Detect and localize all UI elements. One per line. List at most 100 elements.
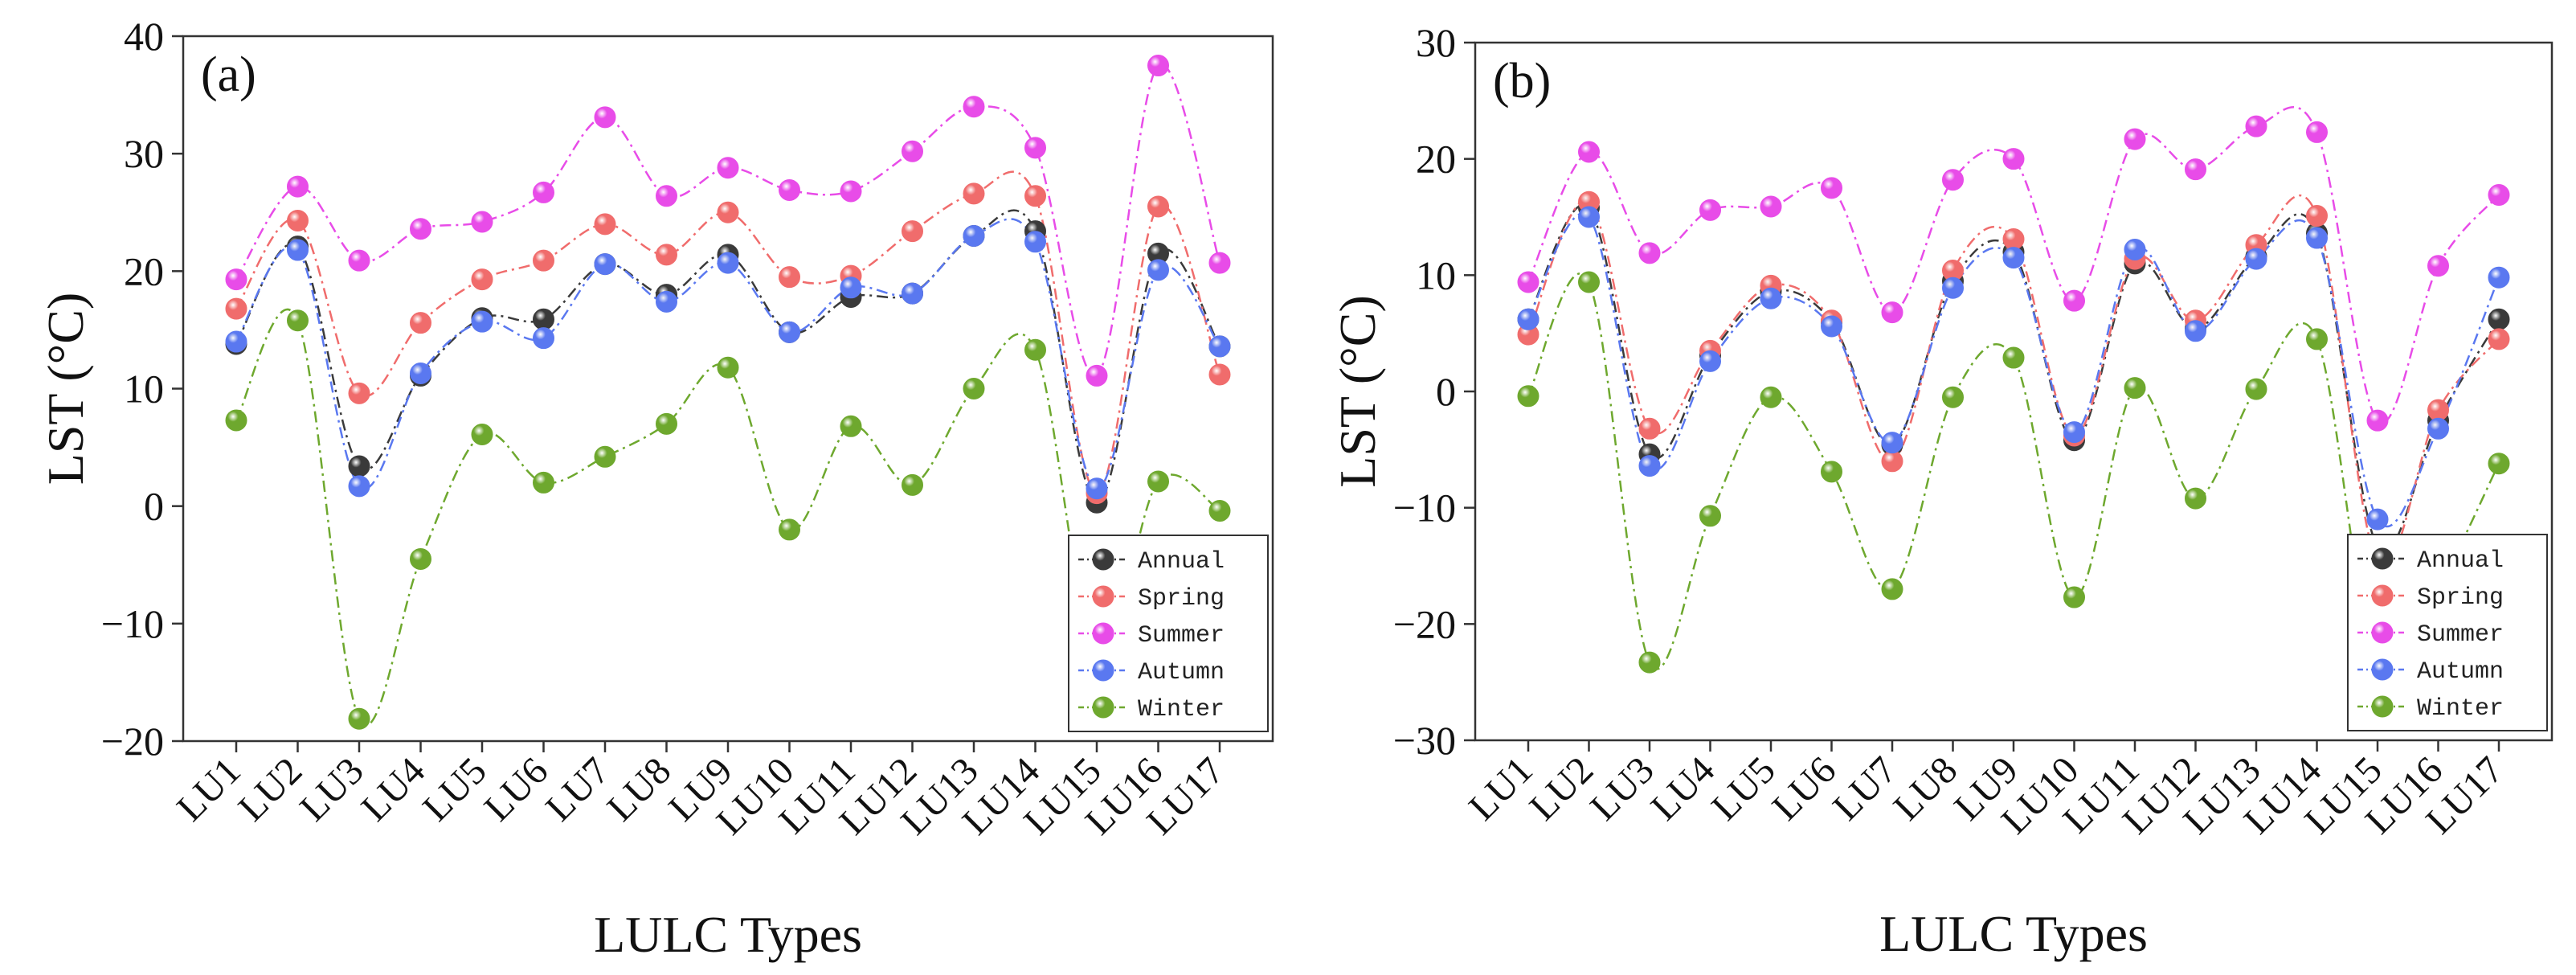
panel-label: (a) — [201, 47, 256, 102]
data-point-winter — [2488, 453, 2510, 475]
data-point-spring — [1024, 185, 1046, 207]
data-point-winter — [1760, 386, 1782, 408]
data-point-winter — [2306, 328, 2328, 350]
data-point-spring — [717, 201, 739, 223]
data-point-summer — [348, 249, 370, 272]
data-point-winter — [902, 473, 923, 496]
data-point-autumn — [656, 290, 677, 313]
data-point-summer — [1517, 271, 1539, 293]
legend-label-annual: Annual — [2417, 547, 2504, 575]
data-point-spring — [471, 268, 493, 291]
data-point-winter — [1821, 461, 1842, 483]
data-point-winter — [840, 415, 862, 437]
data-point-autumn — [287, 239, 309, 261]
legend-label-spring: Spring — [1138, 585, 1225, 612]
data-point-autumn — [2245, 248, 2267, 270]
data-point-autumn — [410, 362, 431, 384]
data-point-autumn — [840, 277, 862, 299]
data-point-summer — [2427, 255, 2449, 277]
data-point-spring — [533, 249, 554, 272]
data-point-autumn — [1147, 259, 1169, 281]
legend-label-autumn: Autumn — [2417, 658, 2504, 686]
data-point-summer — [1578, 141, 1600, 163]
data-point-winter — [717, 356, 739, 379]
data-point-spring — [902, 220, 923, 243]
data-point-winter — [1208, 500, 1231, 522]
legend: Annual Spring Summer Autumn Winter — [2347, 534, 2548, 731]
legend-marker-spring — [2371, 584, 2394, 607]
data-point-summer — [2185, 158, 2206, 181]
data-point-spring — [2427, 399, 2449, 421]
legend-label-autumn: Autumn — [1138, 659, 1225, 686]
data-point-winter — [225, 409, 247, 432]
data-point-summer — [779, 178, 800, 201]
data-point-autumn — [2124, 239, 2146, 261]
data-point-summer — [2488, 184, 2510, 207]
data-point-summer — [287, 175, 309, 198]
data-point-autumn — [2366, 508, 2389, 531]
y-tick-label: 20 — [124, 248, 164, 293]
data-point-winter — [1699, 505, 1721, 527]
series-line-summer — [235, 63, 1221, 378]
data-point-summer — [1942, 169, 1964, 191]
legend-label-summer: Summer — [1138, 622, 1225, 649]
data-point-spring — [2002, 227, 2025, 250]
data-point-winter — [779, 518, 800, 541]
data-point-spring — [656, 244, 677, 266]
data-point-winter — [2002, 346, 2025, 369]
series-line-annual — [1527, 203, 2500, 553]
data-point-spring — [1208, 363, 1231, 386]
data-point-autumn — [594, 253, 616, 276]
data-point-spring — [348, 382, 370, 404]
panel-label: (b) — [1493, 54, 1551, 109]
data-point-summer — [2002, 148, 2025, 170]
data-point-winter — [594, 445, 616, 468]
data-point-winter — [1578, 271, 1600, 293]
data-point-winter — [1638, 651, 1661, 674]
data-point-annual — [533, 308, 554, 330]
y-tick-label: −20 — [101, 719, 164, 764]
data-point-winter — [348, 707, 370, 730]
data-point-autumn — [2427, 417, 2449, 440]
data-point-spring — [1638, 417, 1661, 440]
data-point-autumn — [2306, 227, 2328, 249]
data-point-winter — [2245, 378, 2267, 400]
data-point-autumn — [471, 310, 493, 333]
y-tick-label: 10 — [1416, 252, 1456, 297]
data-point-winter — [1881, 578, 1903, 600]
series-line-autumn — [1527, 212, 2500, 528]
data-point-winter — [1942, 386, 1964, 408]
data-point-summer — [225, 268, 247, 291]
data-point-autumn — [2488, 266, 2510, 289]
data-point-summer — [902, 140, 923, 162]
data-point-summer — [2063, 289, 2085, 312]
data-point-summer — [2124, 128, 2146, 150]
y-tick-label: 30 — [124, 131, 164, 176]
data-point-summer — [1821, 177, 1842, 199]
data-point-winter — [963, 378, 985, 399]
legend-marker-autumn — [1092, 659, 1114, 682]
data-point-summer — [2245, 115, 2267, 137]
data-point-summer — [533, 181, 554, 203]
data-point-autumn — [963, 224, 985, 247]
y-tick-label: −10 — [101, 601, 164, 646]
legend-marker-annual — [1092, 548, 1114, 571]
data-point-autumn — [533, 327, 554, 350]
data-point-autumn — [1208, 335, 1231, 358]
y-tick-label: −10 — [1393, 485, 1456, 531]
data-point-autumn — [779, 321, 800, 343]
data-point-spring — [1147, 195, 1169, 218]
data-point-autumn — [1760, 287, 1782, 309]
data-point-summer — [717, 157, 739, 179]
legend-marker-spring — [1092, 585, 1114, 608]
legend-marker-autumn — [2371, 658, 2394, 681]
legend-marker-winter — [2371, 695, 2394, 718]
data-point-summer — [656, 185, 677, 207]
data-point-summer — [471, 211, 493, 233]
data-point-spring — [779, 266, 800, 289]
data-point-autumn — [1517, 308, 1539, 330]
y-tick-label: 0 — [144, 484, 164, 529]
data-point-autumn — [1086, 477, 1108, 500]
data-point-summer — [1086, 364, 1108, 387]
